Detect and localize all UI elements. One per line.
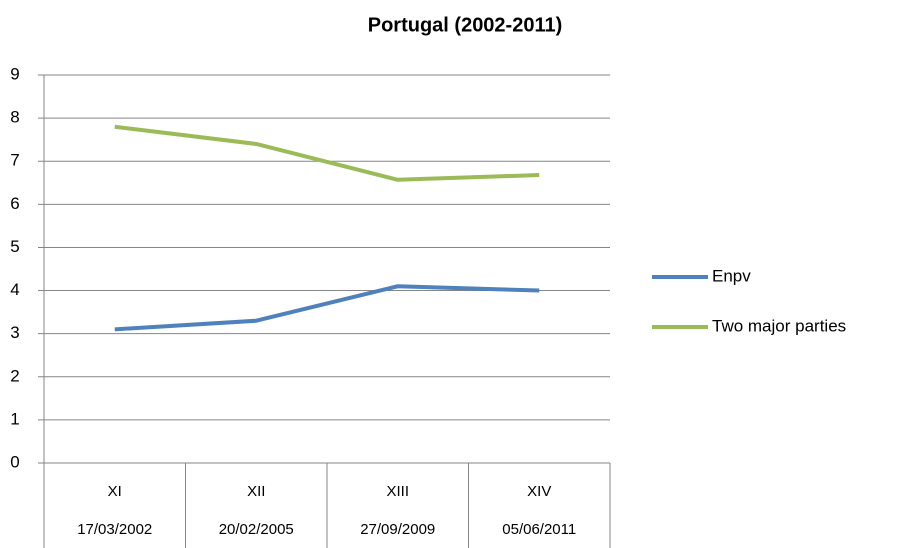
x-tick-label: XI <box>108 483 122 500</box>
y-tick-label: 1 <box>10 409 19 428</box>
chart-title: Portugal (2002-2011) <box>368 14 563 36</box>
x-subtick-label: 20/02/2005 <box>219 521 294 538</box>
x-subtick-label: 27/09/2009 <box>360 521 435 538</box>
y-tick-label: 4 <box>10 280 19 299</box>
series-line <box>114 124 540 182</box>
y-tick-label: 9 <box>10 64 19 83</box>
x-tick-label: XII <box>247 483 265 500</box>
y-tick-label: 5 <box>10 237 19 256</box>
x-subtick-label: 17/03/2002 <box>77 521 152 538</box>
legend-label: Enpv <box>712 266 751 285</box>
y-tick-label: 3 <box>10 323 19 342</box>
y-tick-label: 7 <box>10 151 19 170</box>
x-tick-label: XIV <box>527 483 551 500</box>
y-tick-label: 2 <box>10 366 19 385</box>
x-tick-label: XIII <box>386 483 409 500</box>
series-line <box>114 284 540 332</box>
legend-label: Two major parties <box>712 316 846 335</box>
y-tick-label: 8 <box>10 108 19 127</box>
y-tick-label: 6 <box>10 194 19 213</box>
y-tick-label: 0 <box>10 452 19 471</box>
x-subtick-label: 05/06/2011 <box>502 521 576 538</box>
